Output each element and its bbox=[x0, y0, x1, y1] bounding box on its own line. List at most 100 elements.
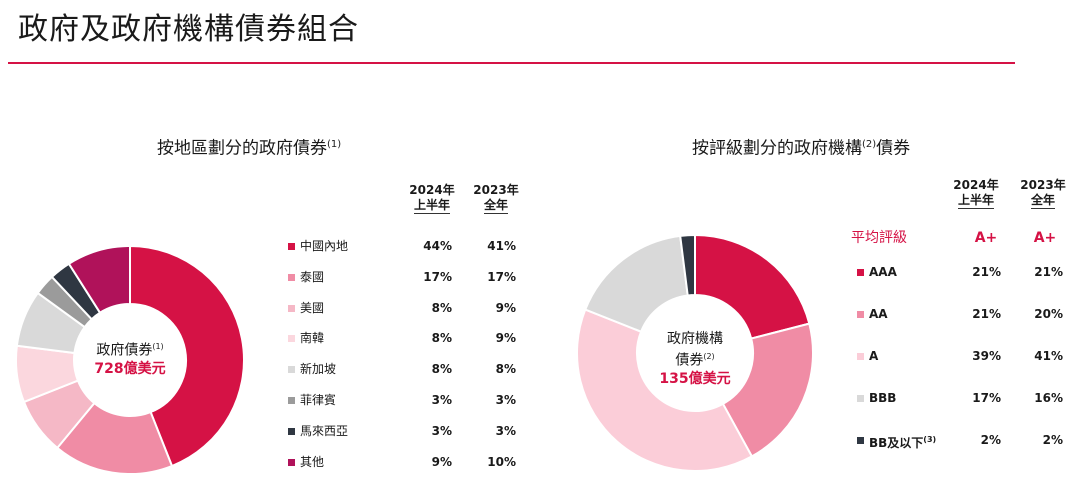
left-value-2024: 17% bbox=[423, 269, 452, 284]
right-slice-1 bbox=[694, 233, 811, 340]
right-col-head-2023-line2: 全年 bbox=[1030, 193, 1055, 209]
avg-rating-2023: A+ bbox=[1033, 230, 1057, 246]
left-legend-swatch bbox=[288, 397, 295, 404]
left-value-2024: 8% bbox=[431, 362, 452, 377]
right-legend-swatch bbox=[857, 395, 864, 402]
right-legend-label: AA bbox=[869, 307, 888, 321]
left-value-2023: 3% bbox=[495, 393, 516, 407]
left-legend-swatch bbox=[288, 304, 295, 312]
right-value-2024: 2% bbox=[980, 433, 1001, 447]
left-value-2024: 3% bbox=[431, 393, 452, 407]
left-donut-chart bbox=[15, 244, 245, 475]
right-col-head-2024-line2: 上半年 bbox=[957, 193, 994, 209]
right-col-head-2024-line1: 2024年 bbox=[953, 178, 999, 192]
left-center-note: (1) bbox=[152, 342, 164, 351]
left-slice-1 bbox=[129, 244, 245, 468]
left-value-2023: 9% bbox=[495, 300, 516, 315]
left-legend-label: 菲律賓 bbox=[300, 393, 337, 407]
left-legend-label: 美國 bbox=[300, 300, 325, 315]
left-col-head-2024-line1: 2024年 bbox=[409, 183, 455, 197]
left-legend-row: 馬來西亞 3% 3% bbox=[288, 421, 528, 441]
right-value-2023: 16% bbox=[1034, 391, 1063, 405]
avg-rating-label: 平均評級 bbox=[851, 230, 907, 246]
right-value-2023: 20% bbox=[1034, 307, 1063, 321]
left-legend-row: 中國內地 44% 41% bbox=[288, 236, 528, 256]
right-legend-label: BB及以下(3) bbox=[869, 435, 937, 450]
right-center-amount: 135億美元 bbox=[659, 370, 731, 387]
left-legend-swatch bbox=[288, 273, 295, 281]
right-value-2024: 39% bbox=[972, 349, 1001, 363]
left-legend-row: 菲律賓 3% 3% bbox=[288, 390, 528, 410]
left-legend-row: 其他 9% 10% bbox=[288, 452, 528, 472]
left-value-2023: 3% bbox=[495, 423, 516, 438]
left-value-2024: 8% bbox=[431, 331, 452, 346]
left-chart-title: 按地區劃分的政府債券(1) bbox=[157, 134, 341, 160]
right-legend-swatch bbox=[857, 353, 864, 360]
left-legend-label: 南韓 bbox=[300, 331, 325, 346]
right-donut-chart bbox=[576, 233, 814, 472]
right-value-2024: 17% bbox=[972, 391, 1001, 405]
left-chart-title-note: (1) bbox=[327, 139, 342, 150]
left-legend-label: 新加坡 bbox=[300, 362, 337, 377]
right-center-note: (2) bbox=[703, 352, 715, 361]
right-slice-3 bbox=[576, 308, 754, 472]
left-slice-8 bbox=[67, 244, 131, 315]
right-value-2024: 21% bbox=[972, 265, 1001, 279]
left-value-2024: 8% bbox=[431, 300, 452, 315]
left-legend-row: 美國 8% 9% bbox=[288, 298, 528, 318]
right-slice-5 bbox=[679, 233, 696, 297]
left-col-head-2023: 2023年 全年 bbox=[466, 183, 526, 214]
left-legend-row: 新加坡 8% 8% bbox=[288, 359, 528, 379]
right-col-head-2024: 2024年 上半年 bbox=[946, 178, 1006, 209]
left-legend-label: 泰國 bbox=[300, 269, 325, 284]
avg-rating-2024: A+ bbox=[974, 230, 998, 246]
right-chart-title-a: 按評級劃分的政府機構 bbox=[692, 138, 862, 159]
right-legend-swatch bbox=[857, 311, 864, 318]
right-value-2023: 2% bbox=[1042, 433, 1063, 447]
right-value-2024: 21% bbox=[972, 307, 1001, 321]
right-legend-label: A bbox=[869, 349, 879, 363]
right-chart-title-b: 債券 bbox=[876, 138, 911, 159]
right-legend-row: BB及以下(3) 2% 2% bbox=[857, 430, 1072, 450]
right-legend-note: (3) bbox=[923, 435, 937, 444]
right-col-head-2023: 2023年 全年 bbox=[1013, 178, 1073, 209]
left-legend-swatch bbox=[288, 458, 295, 466]
left-legend-label: 中國內地 bbox=[300, 239, 349, 253]
right-legend-row: AA 21% 20% bbox=[857, 304, 1072, 324]
right-col-head-2023-line1: 2023年 bbox=[1020, 178, 1066, 192]
left-center-amount: 728億美元 bbox=[94, 360, 166, 377]
right-slice-2 bbox=[721, 322, 814, 458]
left-legend-row: 泰國 17% 17% bbox=[288, 267, 528, 287]
right-chart-title-note: (2) bbox=[862, 139, 877, 150]
left-legend-swatch bbox=[288, 335, 295, 343]
right-legend-row: A 39% 41% bbox=[857, 346, 1072, 366]
right-value-2023: 41% bbox=[1034, 349, 1063, 363]
right-legend-label: BBB bbox=[869, 391, 897, 405]
left-col-head-2024: 2024年 上半年 bbox=[402, 183, 462, 214]
right-legend-row: AAA 21% 21% bbox=[857, 262, 1072, 282]
left-legend-swatch bbox=[288, 366, 295, 374]
left-value-2023: 9% bbox=[495, 331, 516, 346]
left-value-2023: 10% bbox=[487, 454, 516, 469]
title-divider bbox=[8, 62, 1015, 64]
left-legend-swatch bbox=[288, 243, 295, 250]
left-value-2023: 17% bbox=[487, 269, 516, 284]
left-chart-title-text: 按地區劃分的政府債券 bbox=[157, 138, 327, 159]
left-legend-swatch bbox=[288, 427, 295, 435]
right-legend-row: BBB 17% 16% bbox=[857, 388, 1072, 408]
right-donut-center: 政府機構 債券(2) 135億美元 bbox=[635, 330, 755, 388]
left-legend-label: 馬來西亞 bbox=[300, 423, 349, 438]
right-value-2023: 21% bbox=[1034, 265, 1063, 279]
right-legend-swatch bbox=[857, 437, 864, 444]
left-legend-label: 其他 bbox=[300, 454, 325, 469]
left-value-2024: 9% bbox=[431, 454, 452, 469]
right-legend-label: AAA bbox=[869, 265, 897, 279]
left-value-2024: 3% bbox=[431, 423, 452, 438]
left-value-2024: 44% bbox=[423, 239, 452, 253]
right-legend-swatch bbox=[857, 269, 864, 276]
left-center-label: 政府債券 bbox=[96, 342, 153, 359]
left-value-2023: 8% bbox=[495, 362, 516, 377]
left-col-head-2024-line2: 上半年 bbox=[413, 198, 450, 214]
left-col-head-2023-line1: 2023年 bbox=[473, 183, 519, 197]
left-legend-row: 南韓 8% 9% bbox=[288, 328, 528, 348]
